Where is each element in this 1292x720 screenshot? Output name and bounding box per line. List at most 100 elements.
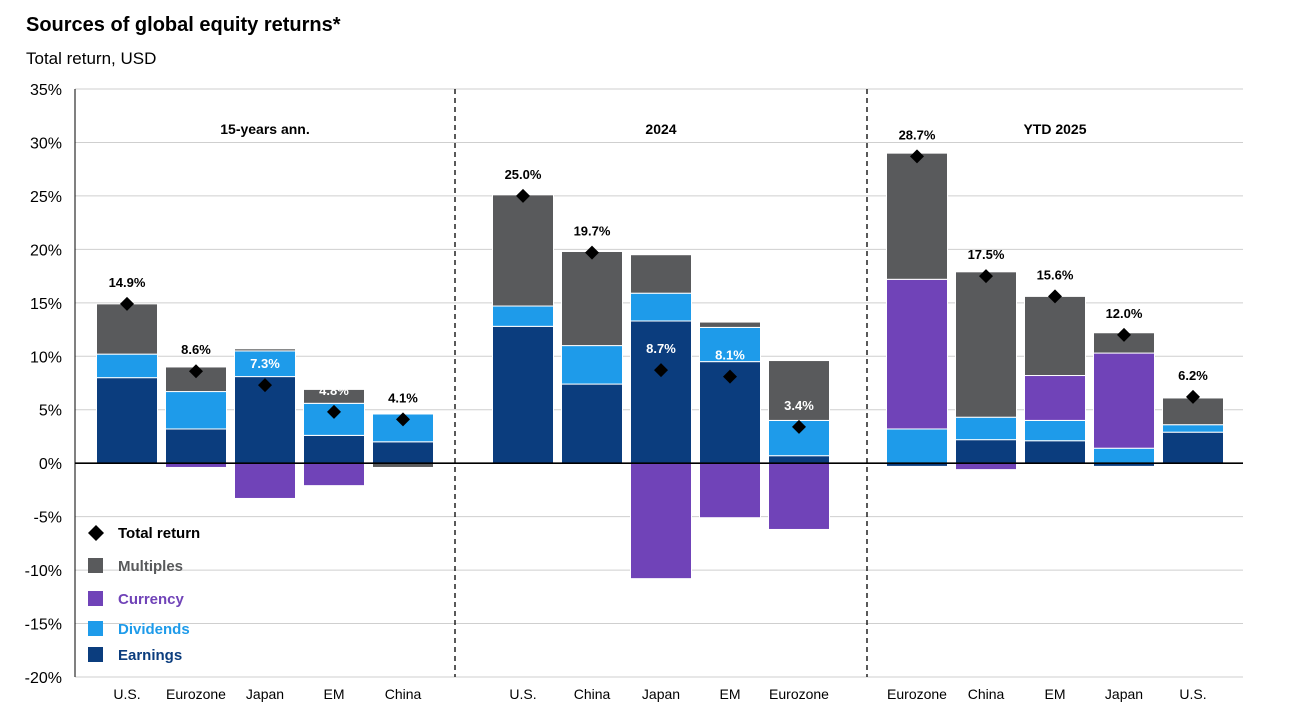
bar-segment-dividends [561,345,623,385]
y-axis: -20% -15% -10% -5% 0% 5% 10% 15% 20% 25% 30% 35% [25,82,76,687]
bar-segment-dividends [955,416,1017,441]
y-tick-label: 25% [30,189,62,206]
bar-segment-earnings [492,325,554,464]
panel-title: 15-years ann. [220,121,310,137]
total-return-label: 19.7% [574,224,611,239]
y-tick-label: -15% [25,617,62,634]
bar-segment-dividends [630,292,692,322]
y-tick-label: -5% [34,510,62,527]
total-return-marker [585,245,599,260]
x-tick-label: Eurozone [166,686,226,702]
legend-dividends-swatch [88,621,103,636]
bar-segment-earnings [768,455,830,464]
bar-segment-currency [303,462,365,487]
bar-segment-multiples [1024,295,1086,377]
y-tick-label: 35% [30,82,62,99]
bar-segment-dividends [699,326,761,363]
legend-earnings-swatch [88,647,103,662]
total-return-label: 4.1% [388,390,418,405]
legend-currency-label: Currency [118,591,185,608]
bar-segment-earnings [561,383,623,464]
chart-title: Sources of global equity returns* [26,14,341,36]
bar-segment-multiples [96,303,158,355]
bar-segment-multiples [699,321,761,328]
chart-subtitle: Total return, USD [26,49,157,68]
legend-currency-swatch [88,591,103,606]
x-tick-label: Japan [1105,686,1143,702]
bar-segment-currency [234,462,296,499]
bar-segment-currency [768,462,830,530]
bar-segment-multiples [492,194,554,307]
bar-segment-dividends [886,428,948,464]
total-return-label: 14.9% [109,275,146,290]
bar-segment-earnings [303,434,365,464]
total-return-marker [516,188,530,203]
total-return-marker [396,412,410,427]
y-tick-label: -20% [25,670,62,687]
total-return-marker [1117,327,1131,342]
legend-multiples-swatch [88,558,103,573]
x-tick-label: Japan [642,686,680,702]
total-return-marker [189,364,203,379]
x-tick-label: China [574,686,611,702]
x-tick-label: Japan [246,686,284,702]
bar-segment-dividends [1162,424,1224,433]
bar-segment-currency [1093,352,1155,449]
total-markers: 14.9% 8.6% 7.3% 4.8% 4.1% 25.0% 19.7% 8.7% 8.1% 3… [109,127,1208,434]
x-tick-label: China [385,686,422,702]
total-return-label: 15.6% [1037,267,1074,282]
total-return-label: 8.1% [715,348,745,363]
total-return-label: 28.7% [899,127,936,142]
total-return-marker [654,363,668,378]
legend-earnings-label: Earnings [118,647,182,664]
bar-segment-multiples [955,271,1017,418]
panel-title: YTD 2025 [1023,121,1086,137]
y-tick-label: 20% [30,242,62,259]
total-return-marker [258,378,272,393]
panel-title: 2024 [645,121,676,137]
x-tick-label: U.S. [113,686,140,702]
bar-segment-multiples [234,348,296,352]
total-return-marker [1186,389,1200,404]
bar-segment-earnings [165,428,227,464]
x-tick-label: EM [324,686,345,702]
bar-segment-earnings [630,320,692,464]
total-return-label: 3.4% [784,398,814,413]
x-tick-label: Eurozone [887,686,947,702]
bar-segment-currency [630,462,692,580]
total-return-marker [327,404,341,419]
total-return-marker [120,296,134,311]
total-return-marker [979,269,993,284]
total-return-marker [910,149,924,164]
total-return-label: 4.8% [319,383,349,398]
legend-total-marker [88,525,104,541]
bar-segment-multiples [165,366,227,393]
bar-segment-multiples [561,251,623,347]
bar-segment-dividends [1024,419,1086,442]
bar-segment-multiples [768,360,830,421]
bar-segment-earnings [96,377,158,464]
total-return-label: 8.6% [181,342,211,357]
x-tick-label: U.S. [1179,686,1206,702]
x-tick-label: U.S. [509,686,536,702]
legend-dividends-label: Dividends [118,621,190,638]
bar-segment-dividends [492,305,554,327]
bar-segment-currency [886,278,948,430]
total-return-marker [792,419,806,434]
total-return-marker [1048,289,1062,304]
total-return-label: 25.0% [505,167,542,182]
bar-segment-earnings [1162,431,1224,464]
y-tick-label: 0% [39,456,62,473]
bar-segment-earnings [955,439,1017,464]
total-return-label: 7.3% [250,356,280,371]
y-tick-label: 10% [30,349,62,366]
total-return-label: 6.2% [1178,368,1208,383]
bar-segment-earnings [1024,440,1086,464]
bar-segment-dividends [96,353,158,379]
legend-multiples-label: Multiples [118,558,183,575]
total-return-label: 12.0% [1106,306,1143,321]
bar-segment-multiples [886,152,948,280]
total-return-label: 17.5% [968,247,1005,262]
bar-segment-currency [699,462,761,519]
